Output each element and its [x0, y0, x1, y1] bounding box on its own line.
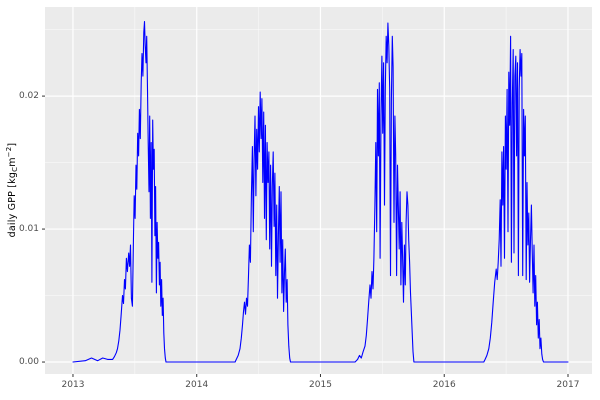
plot-panel	[45, 7, 592, 374]
x-tick-label: 2014	[185, 380, 209, 390]
y-tick-label: 0.01	[18, 224, 39, 235]
x-tick-label: 2015	[309, 380, 332, 390]
gpp-line	[72, 21, 569, 363]
y-axis-title: daily GPP [kgCm−2]	[5, 90, 19, 290]
y-axis-title-superscript: −2	[5, 146, 13, 158]
x-tick-label: 2016	[432, 380, 456, 390]
x-tick-label: 2013	[61, 380, 85, 390]
y-axis-title-mid: m	[7, 157, 18, 167]
y-axis-title-suffix: ]	[7, 142, 18, 147]
y-axis-title-subscript: C	[11, 166, 19, 172]
y-tick-label: 0.00	[18, 357, 39, 368]
x-tick-label: 2017	[556, 380, 580, 390]
y-tick-label: 0.02	[18, 91, 39, 102]
